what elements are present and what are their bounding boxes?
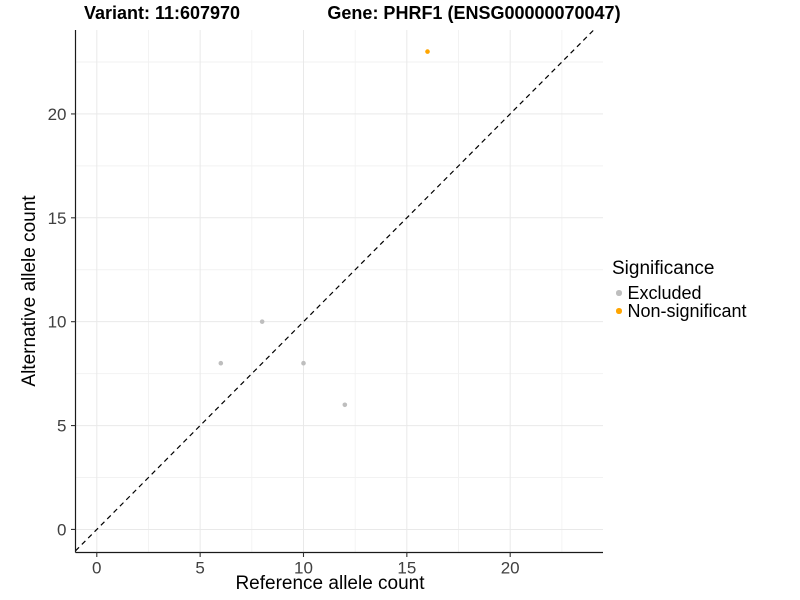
legend: Significance Excluded Non-significant	[611, 258, 747, 321]
non-significant-dot-icon	[616, 308, 622, 314]
data-point-excluded	[259, 319, 265, 324]
x-tick-label: 20	[501, 559, 520, 578]
legend-item-non-significant: Non-significant	[611, 300, 747, 321]
x-tick-label: 5	[195, 559, 204, 578]
data-point-excluded	[218, 360, 224, 366]
legend-label-excluded: Excluded	[627, 282, 702, 303]
legend-item-excluded: Excluded	[611, 282, 747, 303]
y-tick-label: 20	[48, 105, 67, 124]
y-tick-label: 10	[48, 313, 67, 332]
x-tick-label: 10	[294, 559, 313, 578]
y-tick-label: 5	[57, 417, 66, 436]
excluded-dot-icon	[616, 290, 622, 296]
x-tick-label: 15	[397, 559, 416, 578]
data-point-non-significant	[425, 49, 430, 54]
x-tick-label: 0	[92, 559, 101, 578]
x-axis-title: Reference allele count	[235, 573, 425, 594]
data-point-excluded	[301, 360, 306, 366]
y-tick-label: 0	[57, 520, 66, 539]
identity-line	[75, 29, 595, 552]
legend-label-non-significant: Non-significant	[627, 300, 747, 321]
y-axis-title: Alternative allele count	[19, 195, 40, 387]
legend-title: Significance	[612, 258, 715, 279]
plot-title-variant: Variant: 11:607970	[83, 3, 241, 23]
data-point-excluded	[342, 402, 348, 408]
plot-title-gene: Gene: PHRF1 (ENSG00000070047)	[327, 3, 621, 23]
y-tick-label: 15	[48, 209, 67, 228]
